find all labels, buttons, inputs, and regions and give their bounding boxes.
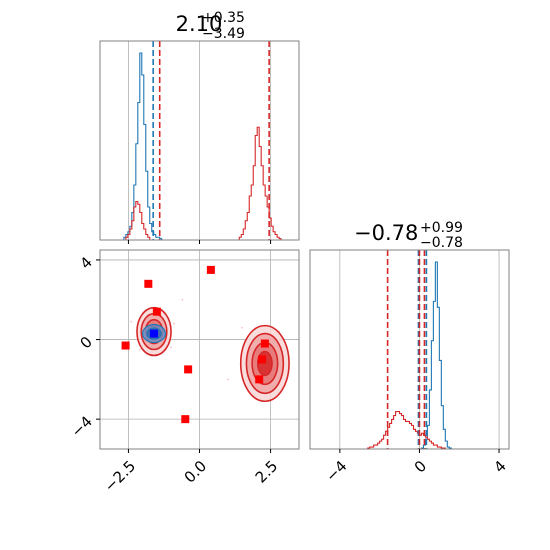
- joint-markers: [121, 265, 269, 424]
- marginal-x2-tick-label: 4: [490, 457, 509, 476]
- joint-x-tick-label: 0.0: [181, 457, 211, 487]
- joint-red-square-marker: [206, 265, 215, 274]
- joint-red-square-marker: [258, 355, 267, 364]
- joint-y-tick-label: 0: [77, 333, 96, 352]
- marginal-x2-title-value: −0.78: [354, 221, 418, 245]
- joint-red-square-marker: [181, 415, 190, 424]
- joint-sample-point: [130, 320, 133, 323]
- marginal-x1-ticks: [127, 240, 272, 244]
- joint-y-tick-label: 4: [77, 253, 96, 272]
- joint-red-square-marker: [184, 365, 193, 374]
- joint-x-ticks: −2.5 0.0 2.5: [101, 449, 282, 496]
- joint-sample-point: [227, 378, 229, 381]
- joint-sample-point: [173, 322, 175, 325]
- marginal-x1-title-minus: −3.49: [202, 26, 245, 42]
- joint-red-square-marker: [260, 339, 269, 348]
- marginal-x2-frame: [309, 249, 510, 450]
- joint-y-tick-label: −4: [68, 412, 96, 440]
- joint-x-tick-label: −2.5: [101, 457, 139, 495]
- marginal-x2-title-minus: −0.78: [420, 235, 463, 251]
- joint-sample-point: [138, 348, 141, 351]
- joint-red-square-marker: [152, 307, 161, 316]
- marginal-x1-title: 2.10: [176, 12, 223, 36]
- joint-sample-point: [170, 346, 172, 349]
- joint-red-square-marker: [121, 341, 130, 350]
- joint-x-tick-label: 2.5: [252, 457, 282, 487]
- joint-y-ticks: −4 0 4: [68, 253, 100, 441]
- marginal-x1-title-value: 2.10: [176, 12, 223, 36]
- marginal-x2-ticks: −4 0 4: [322, 449, 510, 485]
- joint-sample-point: [241, 326, 244, 329]
- marginal-x2-title-plus: +0.99: [420, 220, 463, 236]
- joint-sample-point: [181, 298, 184, 301]
- marginal-x1-title-plus: +0.35: [202, 10, 245, 26]
- marginal-x1-quantile-lines: [152, 41, 270, 240]
- marginal-x2-quantile-lines: [386, 250, 428, 449]
- marginal-x2-tick-label: 0: [411, 457, 430, 476]
- marginal-x1-panel: 2.10 +0.35 −3.49: [99, 10, 300, 244]
- joint-red-square-marker: [255, 375, 264, 384]
- joint-red-square-marker: [144, 279, 153, 288]
- marginal-x2-tick-label: −4: [322, 457, 350, 485]
- marginal-x2-panel: −0.78 +0.99 −0.78 −4 0 4: [309, 220, 510, 485]
- joint-panel: −2.5 0.0 2.5 −4 0 4: [68, 249, 300, 496]
- marginal-x1-grid: [128, 41, 271, 240]
- joint-blue-square-marker: [150, 329, 159, 338]
